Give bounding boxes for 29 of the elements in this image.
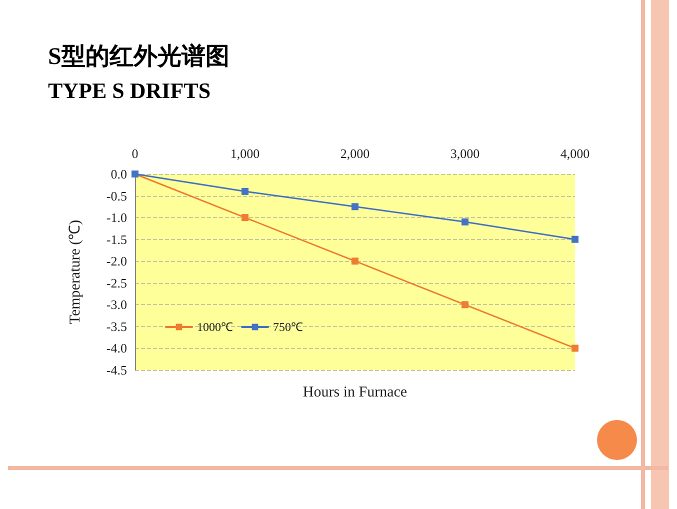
point — [572, 236, 578, 243]
point — [352, 258, 358, 265]
point — [462, 301, 468, 308]
point — [242, 188, 248, 195]
y-tick-label: -0.5 — [106, 188, 127, 204]
chart-subtitle: TYPE S DRIFTS — [48, 78, 211, 104]
x-tick-label: 3,000 — [450, 146, 480, 161]
x-tick-label: 4,000 — [560, 146, 590, 161]
point — [462, 218, 468, 226]
y-tick-label: -1.0 — [106, 210, 127, 226]
y-axis-title: Temperature (℃) — [68, 220, 84, 324]
y-tick-label: -1.5 — [106, 232, 127, 247]
y-tick-label: -3.0 — [106, 297, 127, 312]
chart-title: S型的红外光谱图 — [48, 42, 230, 72]
point — [352, 203, 358, 210]
point — [242, 214, 248, 222]
x-tick-label: 2,000 — [340, 146, 370, 161]
y-tick-label: -2.0 — [106, 254, 127, 269]
y-tick-label: -2.5 — [106, 275, 127, 290]
legend-label: 750℃ — [273, 320, 303, 334]
y-tick-label: -4.0 — [106, 340, 127, 356]
legend-label: 1000℃ — [197, 320, 233, 334]
x-tick-label: 0 — [132, 146, 138, 161]
x-tick-label: 1,000 — [230, 146, 260, 161]
y-tick-label: 0.0 — [110, 166, 127, 182]
point — [572, 344, 578, 352]
x-axis-title: Hours in Furnace — [302, 384, 408, 400]
y-tick-label: -4.5 — [106, 362, 127, 378]
y-tick-label: -3.5 — [106, 318, 127, 334]
